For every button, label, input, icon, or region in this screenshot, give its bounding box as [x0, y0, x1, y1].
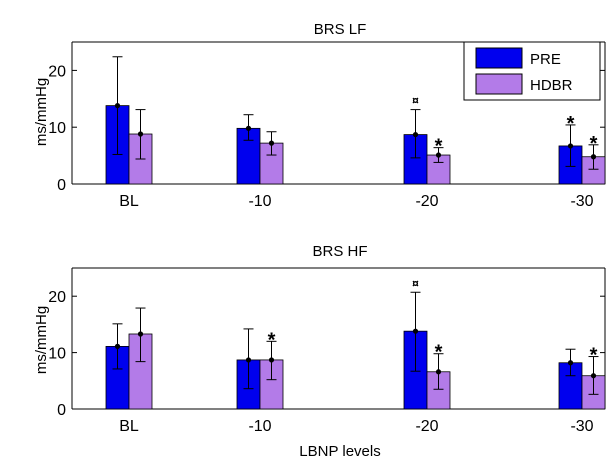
panel-1-mean-point-0-2	[412, 328, 419, 334]
panel-0-significance-mark-1-3: *	[590, 133, 598, 155]
panel-1-ytick-label-2: 20	[48, 289, 66, 306]
panel-hf-ylabel: ms/mmHg	[33, 306, 50, 374]
panel-1-xtick-label-3: -30	[570, 418, 593, 435]
panel-0-xtick-label-0: BL	[119, 193, 139, 210]
panel-1-significance-mark-1-3: *	[590, 345, 598, 367]
panel-0-ytick-label-0: 0	[57, 177, 66, 194]
panel-1-mean-point-1-1	[268, 357, 275, 363]
panel-1-ytick-label-0: 0	[57, 402, 66, 419]
panel-lf-plot-area: 0 10 20 BL -10 -20 ¤ * -30 * *	[48, 41, 606, 210]
panel-hf: BRS HF ms/mmHg 0 10 20 BL -10 * -20 ¤ * -30 *	[33, 243, 606, 435]
legend-label-hdbr: HDBR	[530, 77, 573, 94]
panel-0-xtick-label-2: -20	[415, 193, 438, 210]
legend-swatch-pre	[475, 47, 523, 69]
panel-0-mean-point-1-3	[590, 154, 597, 160]
panel-0-mean-point-1-2	[435, 152, 442, 158]
panel-1-mean-point-1-2	[435, 369, 442, 375]
legend: PRE HDBR	[463, 41, 601, 101]
panel-1-mean-point-1-0	[137, 331, 144, 337]
panel-0-ytick-label-2: 20	[48, 63, 66, 80]
panel-lf: BRS LF ms/mmHg 0 10 20 BL -10 -20 ¤ * -30 * * PRE …	[33, 21, 606, 210]
panel-1-significance-mark-0-2: ¤	[412, 276, 419, 290]
legend-label-pre: PRE	[530, 51, 561, 68]
panel-0-mean-point-0-0	[114, 103, 121, 109]
panel-1-significance-mark-1-2: *	[435, 342, 443, 364]
panel-1-mean-point-0-3	[567, 360, 574, 366]
panel-0-mean-point-1-0	[137, 131, 144, 137]
panel-0-mean-point-0-2	[412, 131, 419, 138]
panel-1-mean-point-1-3	[590, 373, 597, 379]
panel-0-xtick-label-1: -10	[248, 193, 271, 210]
panel-0-mean-point-1-1	[268, 140, 275, 146]
panel-1-xtick-label-2: -20	[415, 418, 438, 435]
panel-0-ytick-label-1: 10	[48, 120, 66, 137]
panel-1-mean-point-0-1	[245, 357, 252, 363]
panel-hf-plot-area: 0 10 20 BL -10 * -20 ¤ * -30 *	[48, 267, 606, 435]
x-axis-label: LBNP levels	[299, 443, 380, 460]
panel-0-mean-point-0-1	[245, 125, 252, 131]
panel-0-significance-mark-0-2: ¤	[412, 94, 419, 108]
legend-swatch-hdbr	[475, 73, 523, 95]
panel-1-significance-mark-1-1: *	[268, 329, 276, 351]
panel-lf-ylabel: ms/mmHg	[33, 78, 50, 146]
panel-0-significance-mark-1-2: *	[435, 136, 443, 158]
panel-0-mean-point-0-3	[567, 143, 574, 149]
panel-1-xtick-label-0: BL	[119, 418, 139, 435]
panel-0-xtick-label-3: -30	[570, 193, 593, 210]
panel-1-xtick-label-1: -10	[248, 418, 271, 435]
panel-1-mean-point-0-0	[114, 343, 121, 349]
panel-hf-title: BRS HF	[312, 243, 367, 260]
panel-0-significance-mark-0-3: *	[567, 113, 575, 135]
panel-lf-title: BRS LF	[314, 21, 367, 38]
panel-1-ytick-label-1: 10	[48, 346, 66, 363]
